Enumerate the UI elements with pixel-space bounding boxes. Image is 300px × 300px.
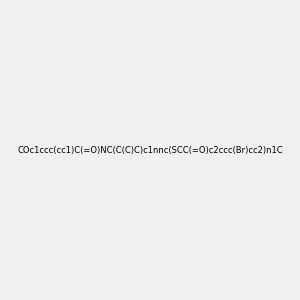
Text: COc1ccc(cc1)C(=O)NC(C(C)C)c1nnc(SCC(=O)c2ccc(Br)cc2)n1C: COc1ccc(cc1)C(=O)NC(C(C)C)c1nnc(SCC(=O)c… xyxy=(17,146,283,154)
